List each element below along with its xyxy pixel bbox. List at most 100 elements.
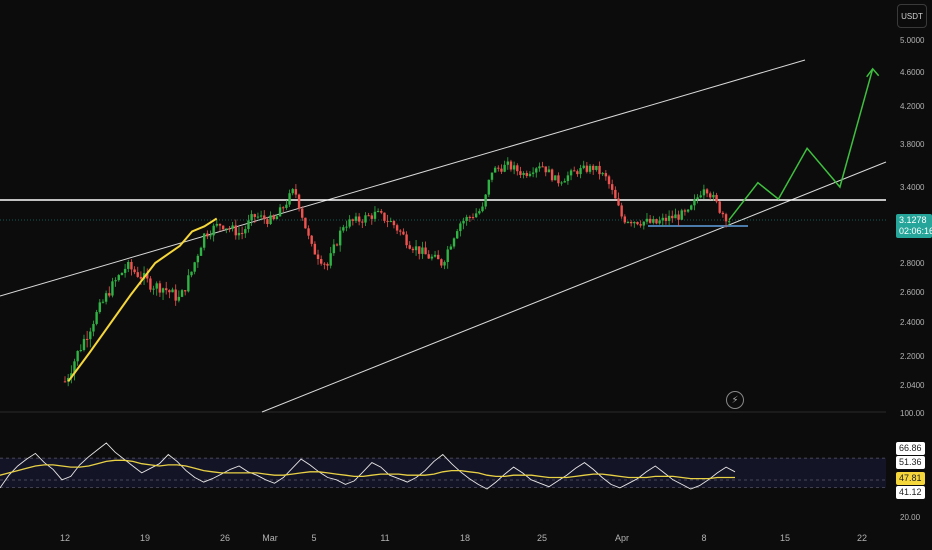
candle-body: [509, 161, 513, 170]
price-axis-tick: 2.2000: [900, 352, 925, 361]
candle-body: [560, 182, 563, 184]
price-axis-tick: 3.4000: [900, 183, 925, 192]
candle-body: [196, 255, 200, 263]
candle-body: [607, 176, 611, 185]
candle-body: [487, 179, 491, 195]
candle-body: [111, 281, 114, 296]
candle-body: [459, 223, 462, 232]
candle-body: [269, 215, 272, 225]
candle-body: [329, 253, 332, 266]
candle-body: [497, 167, 500, 169]
candle-body: [130, 261, 133, 270]
rsi-band: [0, 458, 886, 488]
candle-body: [139, 276, 143, 279]
price-axis-tick: 2.0400: [900, 381, 925, 390]
candle-body: [484, 194, 487, 207]
candle-body: [253, 214, 256, 217]
price-axis-tick: 5.0000: [900, 36, 925, 45]
candle-body: [595, 165, 598, 170]
time-axis-tick: 26: [220, 533, 230, 543]
price-axis-tick: 4.2000: [900, 102, 925, 111]
candle-body: [231, 225, 234, 229]
bolt-icon[interactable]: ⚡: [726, 391, 744, 409]
candle-body: [282, 207, 285, 209]
candle-body: [307, 228, 310, 236]
candle-body: [168, 290, 171, 293]
bar-countdown: 02:06:16: [899, 226, 932, 236]
candle-body: [136, 272, 139, 277]
candle-body: [155, 283, 158, 289]
candle-body: [206, 233, 209, 237]
candle-body: [288, 193, 291, 205]
candle-body: [275, 216, 279, 220]
candle-body: [183, 290, 187, 292]
candle-body: [174, 289, 177, 301]
candle-body: [506, 161, 509, 165]
candle-body: [712, 194, 715, 198]
candle-body: [79, 350, 83, 352]
candle-body: [326, 263, 329, 266]
candle-body: [620, 205, 623, 217]
candle-body: [133, 269, 136, 273]
candle-body: [671, 215, 674, 219]
candle-body: [244, 229, 247, 234]
candle-body: [237, 232, 241, 236]
candle-body: [402, 231, 405, 235]
candle-body: [272, 215, 275, 220]
time-axis-tick: 19: [140, 533, 150, 543]
rsi-value-badge-1: 66.86: [896, 442, 925, 455]
candle-body: [686, 209, 690, 212]
candle-body: [661, 217, 664, 221]
candle-body: [414, 246, 418, 251]
candle-body: [221, 225, 225, 230]
candle-body: [405, 234, 408, 246]
candle-body: [345, 226, 348, 228]
candle-body: [123, 268, 127, 273]
candle-body: [98, 302, 101, 313]
candle-body: [291, 189, 294, 194]
candle-body: [528, 173, 532, 176]
candle-body: [421, 247, 424, 254]
candle-body: [547, 169, 551, 173]
candle-body: [633, 221, 636, 224]
candle-body: [313, 243, 317, 255]
rsi-line: [0, 442, 736, 490]
candle-body: [342, 227, 345, 231]
candle-body: [180, 290, 184, 297]
candle-body: [202, 233, 206, 248]
candle-body: [250, 214, 253, 221]
candle-body: [408, 245, 411, 249]
currency-selector-button[interactable]: USDT: [897, 4, 927, 28]
candle-body: [361, 221, 364, 223]
time-axis-tick: 11: [380, 533, 389, 543]
candle-body: [190, 271, 193, 276]
candle-body: [652, 219, 655, 223]
candle-body: [440, 259, 443, 266]
candle-body: [490, 172, 494, 180]
candle-body: [639, 224, 642, 226]
last-price-value: 3.1278: [899, 215, 927, 225]
candle-body: [85, 338, 89, 340]
candle-body: [348, 219, 351, 227]
time-axis-tick: 22: [857, 533, 867, 543]
candle-body: [165, 288, 168, 291]
candle-body: [278, 207, 282, 217]
candle-body: [598, 165, 601, 175]
candle-body: [225, 228, 228, 230]
candle-body: [531, 172, 535, 174]
candle-body: [563, 181, 566, 183]
price-axis-tick: 2.8000: [900, 259, 925, 268]
channel-upper-line: [0, 59, 806, 297]
candle-body: [519, 171, 522, 175]
candle-body: [655, 219, 658, 224]
candle-body: [550, 169, 554, 181]
last-price-badge: 3.1278 02:06:16: [896, 214, 932, 238]
candle-body: [114, 280, 117, 282]
candle-body: [544, 166, 547, 173]
candle-body: [658, 220, 661, 224]
candle-body: [629, 221, 633, 224]
candle-body: [370, 215, 373, 219]
candle-body: [351, 219, 355, 221]
candle-body: [101, 301, 105, 303]
